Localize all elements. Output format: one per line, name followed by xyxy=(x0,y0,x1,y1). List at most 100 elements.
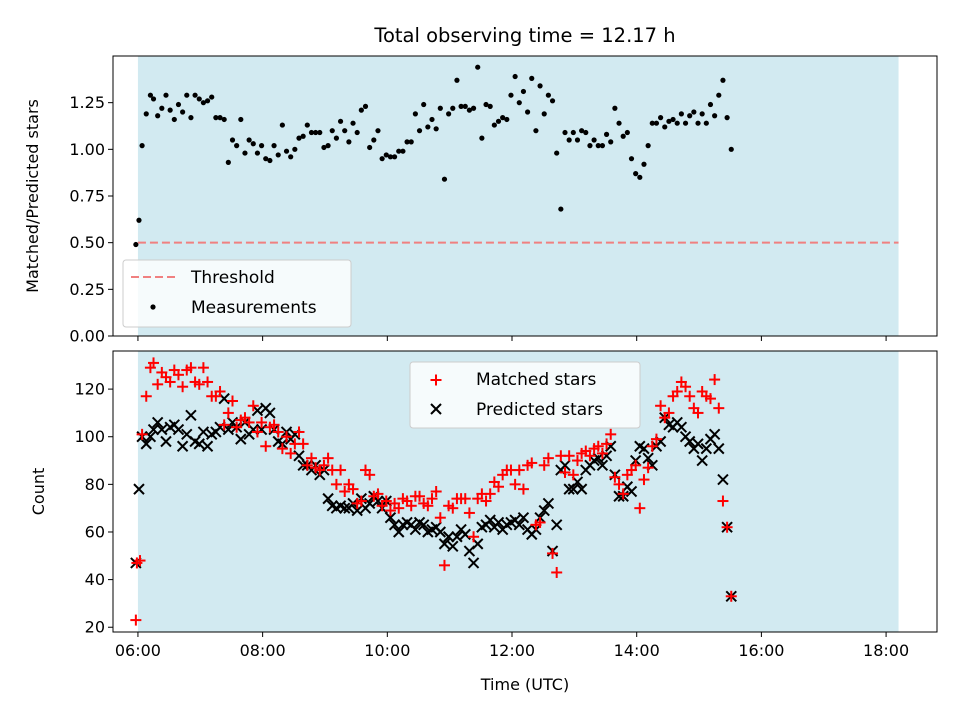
matched-star-point xyxy=(459,493,471,505)
measurement-point xyxy=(367,144,373,151)
matched-star-point xyxy=(713,402,725,414)
legend-measurements-label: Measurements xyxy=(191,298,317,318)
predicted-star-point xyxy=(172,423,185,436)
measurement-point xyxy=(321,144,327,151)
measurement-point xyxy=(213,115,219,121)
matched-star-point xyxy=(405,500,417,512)
predicted-star-point xyxy=(393,526,405,538)
matched-star-point xyxy=(655,400,667,412)
predicted-star-point xyxy=(451,531,463,543)
matched-star-point xyxy=(650,433,662,445)
matched-star-point xyxy=(322,452,334,464)
measurement-point xyxy=(508,92,514,98)
predicted-star-point xyxy=(201,440,214,452)
top-y-axis: 0.00 0.25 0.50 0.75 1.00 1.25 xyxy=(69,93,113,346)
matched-star-point xyxy=(222,407,234,419)
y-tick-label: 0.50 xyxy=(69,233,105,252)
matched-star-point xyxy=(542,452,554,464)
measurement-point xyxy=(570,129,576,136)
matched-star-point xyxy=(721,521,733,533)
measurement-point xyxy=(358,107,364,113)
predicted-star-point xyxy=(264,407,276,419)
y-tick-label: 100 xyxy=(74,427,105,446)
predicted-star-point xyxy=(642,452,654,464)
measurement-point xyxy=(520,88,527,95)
measurement-point xyxy=(416,128,423,134)
measurement-point xyxy=(549,98,556,104)
predicted-star-point xyxy=(713,442,725,455)
predicted-star-point xyxy=(683,435,696,448)
measurement-point xyxy=(267,157,273,164)
matched-star-point xyxy=(347,483,359,495)
measurement-point xyxy=(375,128,381,134)
measurement-point xyxy=(292,146,298,152)
matched-star-point xyxy=(592,440,604,452)
measurement-point xyxy=(333,135,340,141)
matched-star-point xyxy=(617,488,629,500)
matched-star-point xyxy=(684,390,696,402)
predicted-star-point xyxy=(351,504,363,517)
matched-star-point xyxy=(364,469,376,481)
measurement-point xyxy=(429,116,435,123)
measurement-point xyxy=(470,105,477,111)
y-tick-label: 60 xyxy=(85,522,105,541)
measurement-point xyxy=(682,120,689,126)
top-x-ticks xyxy=(137,336,887,341)
measurement-point xyxy=(466,107,473,113)
matched-star-point xyxy=(526,457,538,469)
predicted-star-point xyxy=(447,540,459,552)
measurement-point xyxy=(188,115,194,121)
y-tick-label: 1.00 xyxy=(69,140,105,159)
measurement-point xyxy=(204,98,211,104)
predicted-star-point xyxy=(550,519,563,531)
measurement-point xyxy=(304,122,310,128)
matched-star-point xyxy=(247,400,259,412)
matched-star-point xyxy=(231,421,243,433)
predicted-star-point xyxy=(417,519,430,531)
measurement-point xyxy=(703,120,709,126)
matched-star-point xyxy=(609,471,621,483)
matched-star-point xyxy=(285,447,297,459)
matched-star-point xyxy=(538,459,550,471)
y-tick-label: 1.25 xyxy=(69,93,105,112)
predicted-star-point xyxy=(235,433,247,445)
predicted-star-point xyxy=(567,483,580,495)
predicted-star-point xyxy=(717,473,729,486)
predicted-star-point xyxy=(484,514,496,526)
measurement-point xyxy=(645,143,651,149)
matched-star-point xyxy=(177,381,189,393)
measurement-point xyxy=(537,83,543,89)
measurement-point xyxy=(350,120,356,126)
predicted-star-point xyxy=(692,438,704,450)
matched-star-point xyxy=(567,469,579,481)
matched-star-point xyxy=(380,495,392,507)
measurement-point xyxy=(728,146,734,152)
x-tick-label: 16:00 xyxy=(738,641,784,660)
bottom-legend-box xyxy=(409,361,641,429)
measurement-point xyxy=(562,129,568,136)
matched-star-point xyxy=(563,450,575,462)
matched-star-point xyxy=(517,483,529,495)
predicted-star-point xyxy=(708,428,721,441)
legend-predicted-label: Predicted stars xyxy=(476,400,603,420)
matched-star-point xyxy=(634,502,646,514)
predicted-star-point xyxy=(575,483,588,495)
x-tick-label: 14:00 xyxy=(614,641,660,660)
predicted-star-point xyxy=(517,511,530,524)
top-panel: 0.00 0.25 0.50 0.75 1.00 1.25 Matched/Predict… xyxy=(23,55,938,346)
predicted-star-point xyxy=(156,423,168,436)
top-y-axis-label: Matched/Predicted stars xyxy=(23,99,42,293)
legend-plus-marker xyxy=(430,374,442,386)
measurement-point xyxy=(446,111,452,117)
measurement-point xyxy=(175,101,182,108)
matched-star-point xyxy=(613,478,625,490)
predicted-star-point xyxy=(542,497,555,510)
predicted-star-point xyxy=(133,483,145,495)
measurement-point xyxy=(396,148,402,154)
predicted-star-point xyxy=(675,421,688,433)
legend-x-marker xyxy=(430,403,442,415)
measurement-point xyxy=(624,129,630,136)
measurement-point xyxy=(283,148,290,154)
measurement-point xyxy=(533,128,539,134)
